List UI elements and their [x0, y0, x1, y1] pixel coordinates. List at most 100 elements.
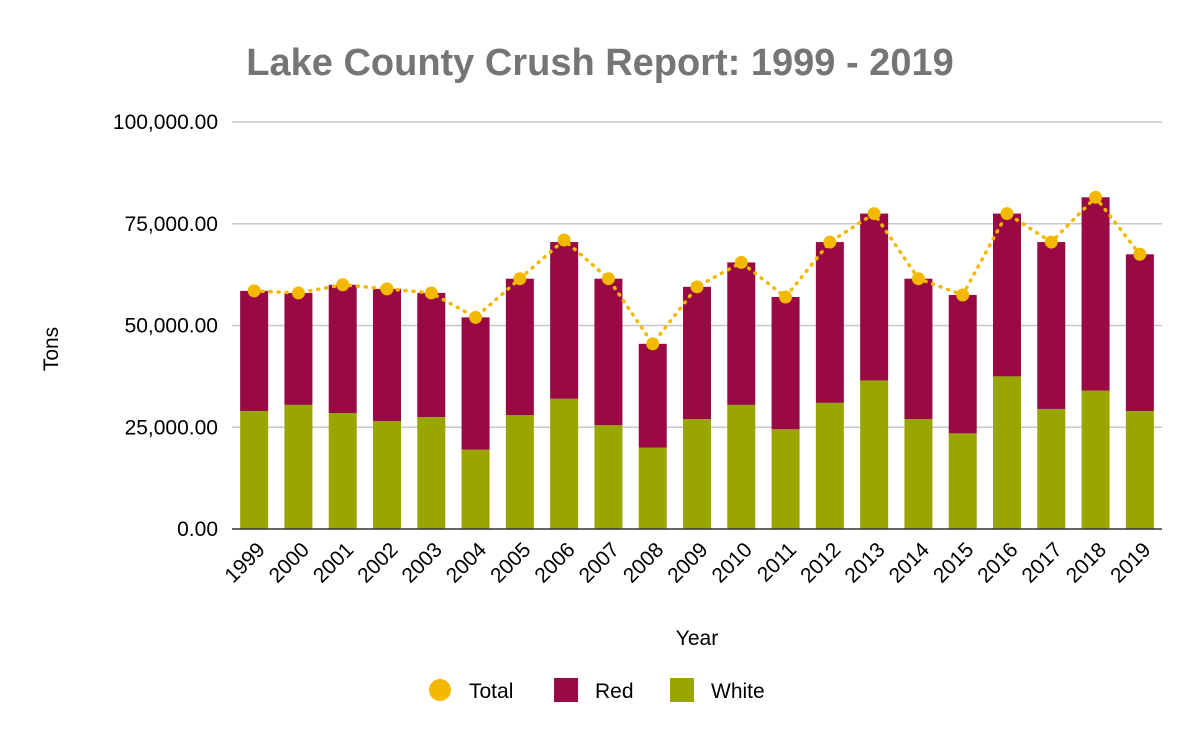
- bar-red: [1081, 197, 1110, 391]
- bar-white: [373, 421, 401, 529]
- x-tick-label: 2004: [442, 538, 492, 588]
- total-point: [424, 286, 438, 300]
- x-tick-label: 2005: [486, 538, 535, 587]
- x-tick-label: 2000: [265, 538, 314, 587]
- bar-white: [727, 404, 756, 529]
- y-tick-label: 25,000.00: [125, 416, 218, 439]
- y-tick-label: 0.00: [177, 518, 218, 541]
- x-tick-label: 2003: [398, 538, 447, 587]
- x-tick-label: 2010: [708, 538, 757, 587]
- bar-white: [284, 404, 313, 529]
- total-point: [823, 235, 837, 249]
- bar-red: [948, 294, 977, 434]
- bar-white: [771, 429, 800, 529]
- y-axis-title: Tons: [40, 327, 63, 371]
- total-point: [690, 280, 704, 294]
- x-tick-label: 2016: [973, 538, 1022, 587]
- legend: Total Red White: [429, 678, 765, 703]
- x-tick-label: 2002: [353, 538, 402, 587]
- total-line: [247, 190, 1147, 351]
- total-point: [956, 288, 970, 302]
- y-axis-ticks: 0.00 25,000.00 50,000.00 75,000.00 100,000.0…: [113, 111, 218, 541]
- bar-white: [1125, 410, 1154, 529]
- bar-red: [328, 284, 357, 414]
- bar-white: [860, 380, 889, 529]
- bar-red: [594, 278, 623, 426]
- x-tick-label: 2009: [663, 538, 712, 587]
- bar-red: [815, 242, 844, 403]
- x-tick-label: 1999: [220, 538, 269, 587]
- bar-red: [550, 242, 579, 399]
- total-point: [336, 278, 350, 292]
- bars: [240, 197, 1154, 529]
- bar-white: [1037, 408, 1066, 529]
- bar-white: [638, 447, 667, 529]
- x-tick-label: 2001: [309, 538, 358, 587]
- total-point: [911, 272, 925, 286]
- x-tick-label: 2006: [530, 538, 579, 587]
- legend-marker-red: [554, 678, 578, 702]
- x-tick-label: 2015: [929, 538, 978, 587]
- bar-red: [904, 278, 933, 420]
- total-point: [1133, 247, 1147, 261]
- bar-white: [904, 419, 933, 529]
- x-tick-label: 2013: [840, 538, 889, 587]
- legend-marker-total: [429, 679, 451, 701]
- bar-white: [948, 433, 977, 529]
- total-point: [646, 337, 660, 351]
- total-point: [601, 272, 615, 286]
- bar-white: [594, 425, 623, 529]
- total-point: [1089, 190, 1103, 204]
- x-tick-label: 2014: [885, 538, 935, 588]
- x-tick-label: 2011: [753, 538, 801, 586]
- bar-red: [1125, 254, 1154, 411]
- bar-white: [240, 410, 269, 529]
- bar-red: [993, 213, 1021, 377]
- bar-red: [727, 262, 756, 405]
- bar-red: [505, 278, 534, 416]
- bar-red: [860, 213, 889, 381]
- legend-label-red: Red: [595, 680, 634, 703]
- bar-white: [328, 413, 357, 529]
- bar-red: [461, 317, 490, 450]
- total-point: [469, 310, 483, 324]
- bar-white: [550, 398, 579, 529]
- x-tick-label: 2018: [1062, 538, 1111, 587]
- total-point: [557, 233, 571, 247]
- bar-red: [771, 297, 800, 430]
- y-tick-label: 100,000.00: [113, 111, 218, 134]
- bar-white: [993, 376, 1021, 529]
- bar-white: [815, 402, 844, 529]
- bar-white: [683, 419, 711, 529]
- y-tick-label: 50,000.00: [125, 315, 218, 338]
- x-tick-label: 2019: [1106, 538, 1155, 587]
- chart-title: Lake County Crush Report: 1999 - 2019: [246, 42, 953, 84]
- bar-white: [1081, 390, 1110, 529]
- bar-red: [240, 290, 269, 411]
- bar-white: [505, 415, 534, 529]
- bar-red: [373, 288, 401, 422]
- bar-red: [683, 286, 711, 420]
- bar-red: [417, 292, 446, 418]
- total-point: [380, 282, 394, 296]
- total-point: [1044, 235, 1058, 249]
- legend-label-total: Total: [469, 680, 513, 703]
- total-point: [291, 286, 305, 300]
- bar-red: [284, 292, 313, 405]
- x-tick-label: 2012: [796, 538, 845, 587]
- legend-label-white: White: [711, 680, 765, 703]
- x-axis-ticks: 1999200020012002200320042005200620072008…: [220, 538, 1155, 588]
- x-axis-title: Year: [676, 627, 718, 650]
- y-tick-label: 75,000.00: [125, 213, 218, 236]
- bar-white: [417, 417, 446, 529]
- x-tick-label: 2017: [1018, 538, 1067, 587]
- bar-red: [1037, 242, 1066, 409]
- bar-white: [461, 449, 490, 529]
- total-point: [867, 207, 881, 221]
- total-point: [1000, 207, 1014, 221]
- total-point: [513, 272, 527, 286]
- legend-marker-white: [670, 678, 694, 702]
- total-point: [734, 255, 748, 269]
